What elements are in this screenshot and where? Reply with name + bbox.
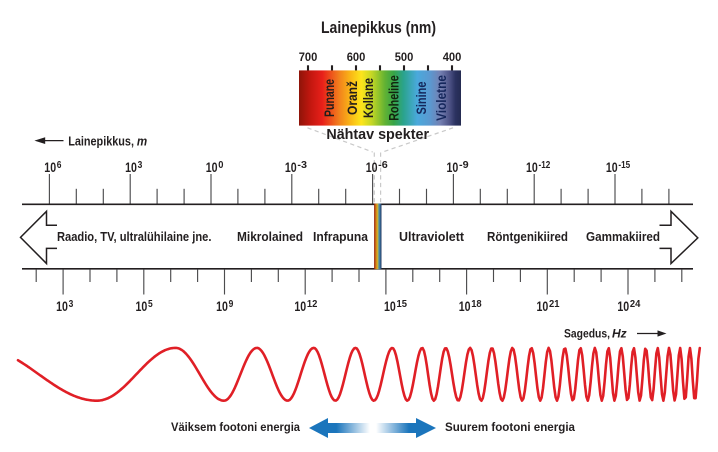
svg-text:10: 10 bbox=[136, 299, 148, 315]
svg-text:Gammakiired: Gammakiired bbox=[586, 229, 660, 244]
svg-text:18: 18 bbox=[471, 299, 482, 310]
svg-text:-3: -3 bbox=[297, 160, 307, 171]
svg-text:10: 10 bbox=[206, 160, 218, 176]
svg-text:10: 10 bbox=[537, 299, 549, 315]
svg-text:10: 10 bbox=[447, 160, 459, 176]
svg-text:10: 10 bbox=[294, 299, 306, 315]
svg-text:Infrapuna: Infrapuna bbox=[313, 229, 369, 244]
svg-text:10: 10 bbox=[459, 299, 471, 315]
svg-text:3: 3 bbox=[69, 299, 74, 310]
svg-text:10: 10 bbox=[617, 299, 629, 315]
svg-text:Nähtav spekter: Nähtav spekter bbox=[326, 127, 429, 143]
svg-text:Hz: Hz bbox=[612, 327, 628, 341]
svg-text:Kollane: Kollane bbox=[360, 78, 376, 118]
svg-text:12: 12 bbox=[307, 299, 318, 310]
svg-text:Sagedus,: Sagedus, bbox=[564, 327, 610, 341]
svg-text:600: 600 bbox=[347, 50, 366, 64]
svg-text:Mikrolained: Mikrolained bbox=[237, 229, 303, 244]
svg-text:Lainepikkus,: Lainepikkus, bbox=[68, 133, 134, 148]
svg-text:500: 500 bbox=[395, 50, 414, 64]
svg-text:21: 21 bbox=[549, 299, 560, 310]
svg-text:700: 700 bbox=[299, 50, 318, 64]
svg-text:10: 10 bbox=[606, 160, 618, 176]
svg-text:10: 10 bbox=[285, 160, 297, 176]
svg-text:10: 10 bbox=[366, 160, 378, 176]
svg-text:10: 10 bbox=[56, 299, 68, 315]
svg-text:-6: -6 bbox=[378, 160, 388, 171]
svg-text:10: 10 bbox=[44, 160, 56, 176]
svg-text:15: 15 bbox=[397, 299, 408, 310]
svg-text:6: 6 bbox=[57, 160, 62, 171]
svg-text:10: 10 bbox=[384, 299, 396, 315]
svg-text:m: m bbox=[137, 133, 148, 148]
svg-text:Oranž: Oranž bbox=[344, 81, 360, 115]
svg-text:10: 10 bbox=[526, 160, 538, 176]
svg-text:9: 9 bbox=[229, 299, 234, 310]
svg-text:-15: -15 bbox=[618, 160, 630, 171]
svg-text:10: 10 bbox=[125, 160, 137, 176]
svg-text:Väiksem footoni energia: Väiksem footoni energia bbox=[171, 420, 300, 434]
svg-text:24: 24 bbox=[630, 299, 641, 310]
svg-text:3: 3 bbox=[138, 160, 143, 171]
svg-text:Suurem footoni energia: Suurem footoni energia bbox=[445, 420, 575, 434]
svg-text:Ultraviolett: Ultraviolett bbox=[399, 229, 465, 244]
svg-text:5: 5 bbox=[148, 299, 153, 310]
svg-text:-12: -12 bbox=[539, 160, 551, 171]
svg-text:Sinine: Sinine bbox=[413, 81, 429, 114]
svg-text:Lainepikkus (nm): Lainepikkus (nm) bbox=[321, 18, 436, 37]
svg-text:Raadio, TV, ultralühilaine jne: Raadio, TV, ultralühilaine jne. bbox=[57, 229, 212, 244]
svg-text:-9: -9 bbox=[459, 160, 469, 171]
svg-text:Roheline: Roheline bbox=[386, 75, 402, 121]
svg-text:Punane: Punane bbox=[321, 79, 337, 117]
svg-text:0: 0 bbox=[218, 160, 224, 171]
svg-text:Violetne: Violetne bbox=[433, 75, 449, 121]
svg-text:10: 10 bbox=[216, 299, 228, 315]
svg-text:400: 400 bbox=[443, 50, 462, 64]
svg-text:Röntgenikiired: Röntgenikiired bbox=[487, 229, 568, 244]
